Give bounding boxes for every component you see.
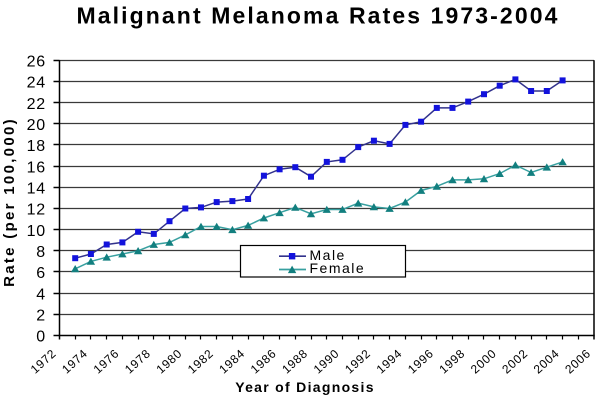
svg-text:8: 8 bbox=[36, 244, 46, 261]
svg-text:6: 6 bbox=[36, 265, 46, 282]
svg-text:10: 10 bbox=[27, 223, 46, 240]
svg-text:Malignant Melanoma Rates 1973-: Malignant Melanoma Rates 1973-2004 bbox=[76, 3, 559, 29]
svg-text:20: 20 bbox=[27, 117, 46, 134]
svg-text:0: 0 bbox=[36, 329, 46, 346]
svg-text:Male: Male bbox=[310, 247, 346, 263]
svg-text:26: 26 bbox=[27, 54, 46, 71]
svg-text:22: 22 bbox=[27, 96, 46, 113]
svg-text:2: 2 bbox=[36, 308, 46, 325]
svg-text:Rate (per 100,000): Rate (per 100,000) bbox=[1, 117, 18, 287]
svg-text:24: 24 bbox=[27, 75, 46, 92]
svg-text:Female: Female bbox=[310, 260, 366, 276]
svg-text:4: 4 bbox=[36, 286, 46, 303]
svg-text:16: 16 bbox=[27, 159, 46, 176]
svg-text:12: 12 bbox=[27, 202, 46, 219]
svg-text:14: 14 bbox=[27, 181, 46, 198]
svg-text:18: 18 bbox=[27, 138, 46, 155]
svg-text:Year of Diagnosis: Year of Diagnosis bbox=[235, 379, 375, 395]
